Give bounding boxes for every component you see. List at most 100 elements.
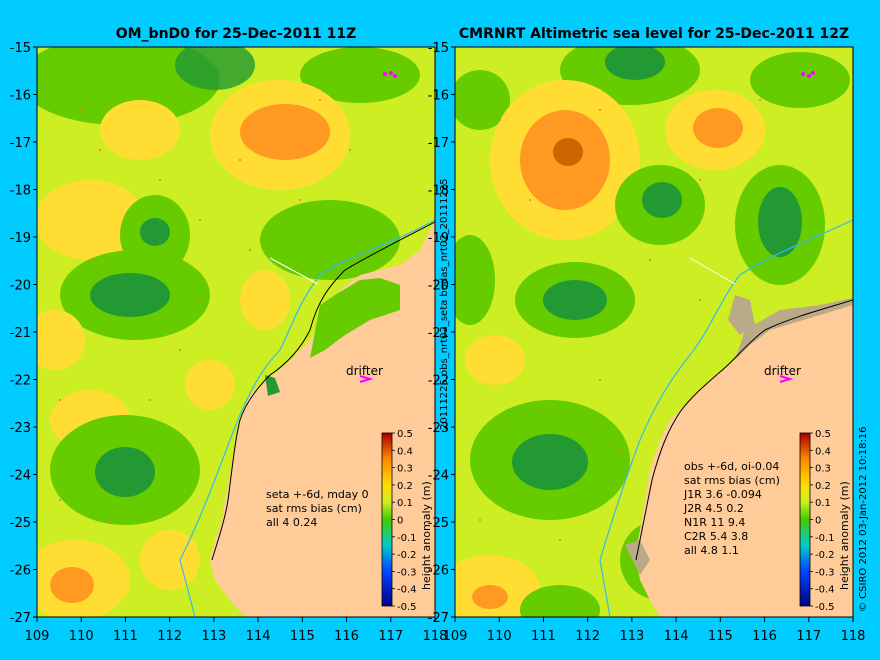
left-lat-tick-label: -22	[10, 374, 31, 389]
left-drifter-label: drifter	[346, 364, 383, 378]
left-lat-axis: -15 -16 -17 -18 -19 -20 -21 -22 -23 -24 -25 -26 -27	[10, 41, 37, 626]
right-lat-axis: -15 -16 -17 -18 -19 -20 -21 -22 -23 -24 -25 -26 -27	[428, 41, 455, 626]
left-colorbar-tick-label: 0.5	[397, 429, 413, 440]
right-colorbar-tick-label: -0.2	[815, 550, 835, 561]
left-lon-axis: 109 110 111 112 113 114 115 116 117 118	[25, 617, 448, 644]
left-lon-tick-label: 117	[378, 629, 403, 644]
right-colorbar-label: height anomaly (m)	[838, 481, 851, 590]
left-lon-tick-label: 118	[423, 629, 448, 644]
left-colorbar-ticks: 0.5 0.4 0.3 0.2 0.1 0 -0.1 -0.2 -0.3 -0.4 -0.5	[392, 429, 417, 613]
left-colorbar-tick-label: -0.3	[397, 567, 417, 578]
right-info-line: sat rms bias (cm)	[684, 474, 780, 487]
left-lon-tick-label: 110	[69, 629, 94, 644]
left-lat-tick-label: -24	[10, 469, 31, 484]
left-map	[37, 47, 435, 617]
right-lon-tick-label: 118	[841, 629, 866, 644]
left-lon-tick-label: 114	[246, 629, 271, 644]
left-info-line: seta +-6d, mday 0	[266, 488, 369, 501]
right-colorbar-tick-label: 0.1	[815, 498, 831, 509]
left-lat-tick-label: -23	[10, 421, 31, 436]
right-lat-tick-label: -23	[428, 421, 449, 436]
right-lat-tick-label: -19	[428, 231, 449, 246]
right-lat-tick-label: -24	[428, 469, 449, 484]
left-colorbar-label: height anomaly (m)	[420, 481, 433, 590]
left-colorbar-tick-label: -0.2	[397, 550, 417, 561]
right-lat-tick-label: -25	[428, 516, 449, 531]
right-lon-axis: 109 110 111 112 113 114 115 116 117 118	[443, 617, 866, 644]
file-id-vertical: 20111225.obs_nrt02_seta bodas_nrt02_2011…	[439, 178, 450, 430]
copyright: © CSIRO 2012 03-Jan-2012 10:18:16	[858, 426, 869, 612]
right-drifter-label: drifter	[764, 364, 801, 378]
left-coast-vegetation	[310, 278, 400, 358]
right-colorbar-ticks: 0.5 0.4 0.3 0.2 0.1 0 -0.1 -0.2 -0.3 -0.4 -0.5	[810, 429, 835, 613]
right-colorbar-tick-label: -0.4	[815, 585, 835, 596]
left-colorbar-tick-label: -0.5	[397, 602, 417, 613]
left-lat-tick-label: -15	[10, 41, 31, 56]
left-lat-tick-label: -17	[10, 136, 31, 151]
right-lon-tick-label: 113	[619, 629, 644, 644]
left-info-line: all 4 0.24	[266, 516, 317, 529]
right-colorbar-tick-label: 0.5	[815, 429, 831, 440]
left-lon-tick-label: 115	[290, 629, 315, 644]
left-lat-tick-label: -18	[10, 184, 31, 199]
left-colorbar-tick-label: 0.3	[397, 464, 413, 475]
right-colorbar-tick-label: 0	[815, 516, 821, 527]
right-lon-tick-label: 116	[752, 629, 777, 644]
left-obs-dots	[59, 99, 351, 521]
right-anomaly-field	[455, 47, 850, 617]
right-lat-tick-label: -15	[428, 41, 449, 56]
left-colorbar-tick-label: 0.2	[397, 481, 413, 492]
right-lat-tick-label: -22	[428, 374, 449, 389]
left-lat-tick-label: -16	[10, 89, 31, 104]
left-lat-tick-label: -19	[10, 231, 31, 246]
left-lat-tick-label: -26	[10, 564, 31, 579]
right-lat-tick-label: -18	[428, 184, 449, 199]
left-title: OM_bnD0 for 25-Dec-2011 11Z	[116, 26, 357, 42]
right-map	[455, 47, 853, 617]
right-lat-tick-label: -17	[428, 136, 449, 151]
right-colorbar-tick-label: -0.3	[815, 567, 835, 578]
left-colorbar-tick-label: -0.4	[397, 585, 417, 596]
left-lon-tick-label: 112	[157, 629, 182, 644]
left-coast-line	[211, 221, 435, 561]
right-info-line: N1R 11 9.4	[684, 516, 745, 529]
right-colorbar-tick-label: 0.4	[815, 446, 831, 457]
left-lat-tick-label: -21	[10, 326, 31, 341]
right-lat-tick-label: -26	[428, 564, 449, 579]
right-lon-tick-label: 117	[796, 629, 821, 644]
left-info-line: sat rms bias (cm)	[266, 502, 362, 515]
left-lat-tick-label: -25	[10, 516, 31, 531]
right-lon-tick-label: 114	[664, 629, 689, 644]
right-colorbar-tick-label: 0.3	[815, 464, 831, 475]
right-info-line: J2R 4.5 0.2	[683, 502, 744, 515]
left-lon-tick-label: 116	[334, 629, 359, 644]
right-lat-tick-label: -16	[428, 89, 449, 104]
right-lon-tick-label: 109	[443, 629, 468, 644]
right-info-line: J1R 3.6 -0.094	[683, 488, 762, 501]
right-lat-tick-label: -27	[428, 611, 449, 626]
left-lat-tick-label: -27	[10, 611, 31, 626]
left-lat-tick-label: -20	[10, 279, 31, 294]
right-title: CMRNRT Altimetric sea level for 25-Dec-2…	[459, 26, 849, 42]
left-colorbar-tick-label: 0.1	[397, 498, 413, 509]
right-info-line: all 4.8 1.1	[684, 544, 739, 557]
right-colorbar-tick-label: 0.2	[815, 481, 831, 492]
right-lon-tick-label: 112	[575, 629, 600, 644]
right-colorbar-tick-label: -0.5	[815, 602, 835, 613]
right-lon-tick-label: 111	[531, 629, 556, 644]
left-land	[210, 220, 435, 617]
right-land	[635, 300, 853, 617]
left-colorbar-tick-label: 0	[397, 516, 403, 527]
right-lon-tick-label: 115	[708, 629, 733, 644]
left-colorbar-tick-label: -0.1	[397, 533, 417, 544]
left-colorbar-tick-label: 0.4	[397, 446, 413, 457]
right-info-line: obs +-6d, oi-0.04	[684, 460, 779, 473]
left-colorbar: 0.5 0.4 0.3 0.2 0.1 0 -0.1 -0.2 -0.3 -0.4 -0.5 hei…	[381, 429, 433, 613]
right-lon-tick-label: 110	[487, 629, 512, 644]
right-obs-dots	[479, 99, 761, 541]
right-lat-tick-label: -21	[428, 326, 449, 341]
right-colorbar: 0.5 0.4 0.3 0.2 0.1 0 -0.1 -0.2 -0.3 -0.4 -0.5 hei…	[799, 429, 851, 613]
